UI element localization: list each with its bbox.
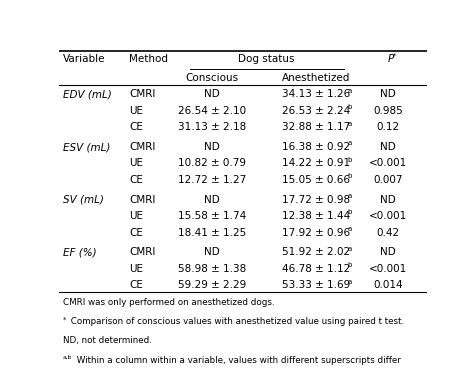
Text: UE: UE <box>129 106 143 116</box>
Text: Anesthetized: Anesthetized <box>282 73 351 83</box>
Text: 18.41 ± 1.25: 18.41 ± 1.25 <box>178 227 246 238</box>
Text: ND: ND <box>204 142 219 152</box>
Text: 53.33 ± 1.69: 53.33 ± 1.69 <box>283 280 350 290</box>
Text: Variable: Variable <box>63 54 105 64</box>
Text: 0.014: 0.014 <box>373 280 403 290</box>
Text: Dog status: Dog status <box>238 54 294 64</box>
Text: CE: CE <box>129 227 143 238</box>
Text: CE: CE <box>129 175 143 185</box>
Text: EF (%): EF (%) <box>63 247 97 258</box>
Text: *: * <box>392 53 396 59</box>
Text: CMRI: CMRI <box>129 89 155 99</box>
Text: <0.001: <0.001 <box>369 159 407 169</box>
Text: 14.22 ± 0.91: 14.22 ± 0.91 <box>283 159 350 169</box>
Text: ND: ND <box>380 195 396 205</box>
Text: 17.72 ± 0.98: 17.72 ± 0.98 <box>283 195 350 205</box>
Text: Within a column within a variable, values with different superscripts differ: Within a column within a variable, value… <box>74 355 401 365</box>
Text: Method: Method <box>129 54 168 64</box>
Text: CMRI: CMRI <box>129 247 155 258</box>
Text: a,b: a,b <box>63 354 72 360</box>
Text: <0.001: <0.001 <box>369 211 407 221</box>
Text: ND: ND <box>204 89 219 99</box>
Text: 32.88 ± 1.17: 32.88 ± 1.17 <box>283 122 350 132</box>
Text: b: b <box>347 157 352 163</box>
Text: 51.92 ± 2.02: 51.92 ± 2.02 <box>283 247 350 258</box>
Text: 15.05 ± 0.66: 15.05 ± 0.66 <box>283 175 350 185</box>
Text: Comparison of conscious values with anesthetized value using paired t test.: Comparison of conscious values with anes… <box>68 317 404 326</box>
Text: CMRI: CMRI <box>129 195 155 205</box>
Text: CE: CE <box>129 280 143 290</box>
Text: 10.82 ± 0.79: 10.82 ± 0.79 <box>178 159 246 169</box>
Text: a: a <box>347 193 352 199</box>
Text: 0.007: 0.007 <box>374 175 403 185</box>
Text: ESV (mL): ESV (mL) <box>63 142 110 152</box>
Text: 46.78 ± 1.12: 46.78 ± 1.12 <box>283 264 350 274</box>
Text: 0.42: 0.42 <box>376 227 400 238</box>
Text: b: b <box>347 262 352 268</box>
Text: a: a <box>347 246 352 252</box>
Text: *: * <box>63 317 66 323</box>
Text: UE: UE <box>129 264 143 274</box>
Text: 15.58 ± 1.74: 15.58 ± 1.74 <box>178 211 246 221</box>
Text: 59.29 ± 2.29: 59.29 ± 2.29 <box>178 280 246 290</box>
Text: a: a <box>347 88 352 93</box>
Text: 34.13 ± 1.26: 34.13 ± 1.26 <box>283 89 350 99</box>
Text: b: b <box>347 173 352 179</box>
Text: P: P <box>387 54 393 64</box>
Text: 17.92 ± 0.96: 17.92 ± 0.96 <box>283 227 350 238</box>
Text: 31.13 ± 2.18: 31.13 ± 2.18 <box>178 122 246 132</box>
Text: 58.98 ± 1.38: 58.98 ± 1.38 <box>178 264 246 274</box>
Text: 16.38 ± 0.92: 16.38 ± 0.92 <box>283 142 350 152</box>
Text: b: b <box>347 104 352 110</box>
Text: CMRI was only performed on anesthetized dogs.: CMRI was only performed on anesthetized … <box>63 298 274 307</box>
Text: Conscious: Conscious <box>185 73 238 83</box>
Text: ND: ND <box>380 142 396 152</box>
Text: ND, not determined.: ND, not determined. <box>63 336 152 345</box>
Text: ND: ND <box>204 247 219 258</box>
Text: CMRI: CMRI <box>129 142 155 152</box>
Text: 0.985: 0.985 <box>373 106 403 116</box>
Text: CE: CE <box>129 122 143 132</box>
Text: UE: UE <box>129 159 143 169</box>
Text: a: a <box>347 120 352 127</box>
Text: 12.38 ± 1.44: 12.38 ± 1.44 <box>283 211 350 221</box>
Text: <0.001: <0.001 <box>369 264 407 274</box>
Text: 12.72 ± 1.27: 12.72 ± 1.27 <box>178 175 246 185</box>
Text: UE: UE <box>129 211 143 221</box>
Text: 26.54 ± 2.10: 26.54 ± 2.10 <box>178 106 246 116</box>
Text: ND: ND <box>380 89 396 99</box>
Text: b: b <box>347 209 352 216</box>
Text: EDV (mL): EDV (mL) <box>63 89 112 99</box>
Text: ND: ND <box>204 195 219 205</box>
Text: 0.12: 0.12 <box>376 122 400 132</box>
Text: 26.53 ± 2.24: 26.53 ± 2.24 <box>283 106 350 116</box>
Text: a: a <box>347 226 352 232</box>
Text: SV (mL): SV (mL) <box>63 195 104 205</box>
Text: a: a <box>347 279 352 284</box>
Text: a: a <box>347 140 352 146</box>
Text: ND: ND <box>380 247 396 258</box>
